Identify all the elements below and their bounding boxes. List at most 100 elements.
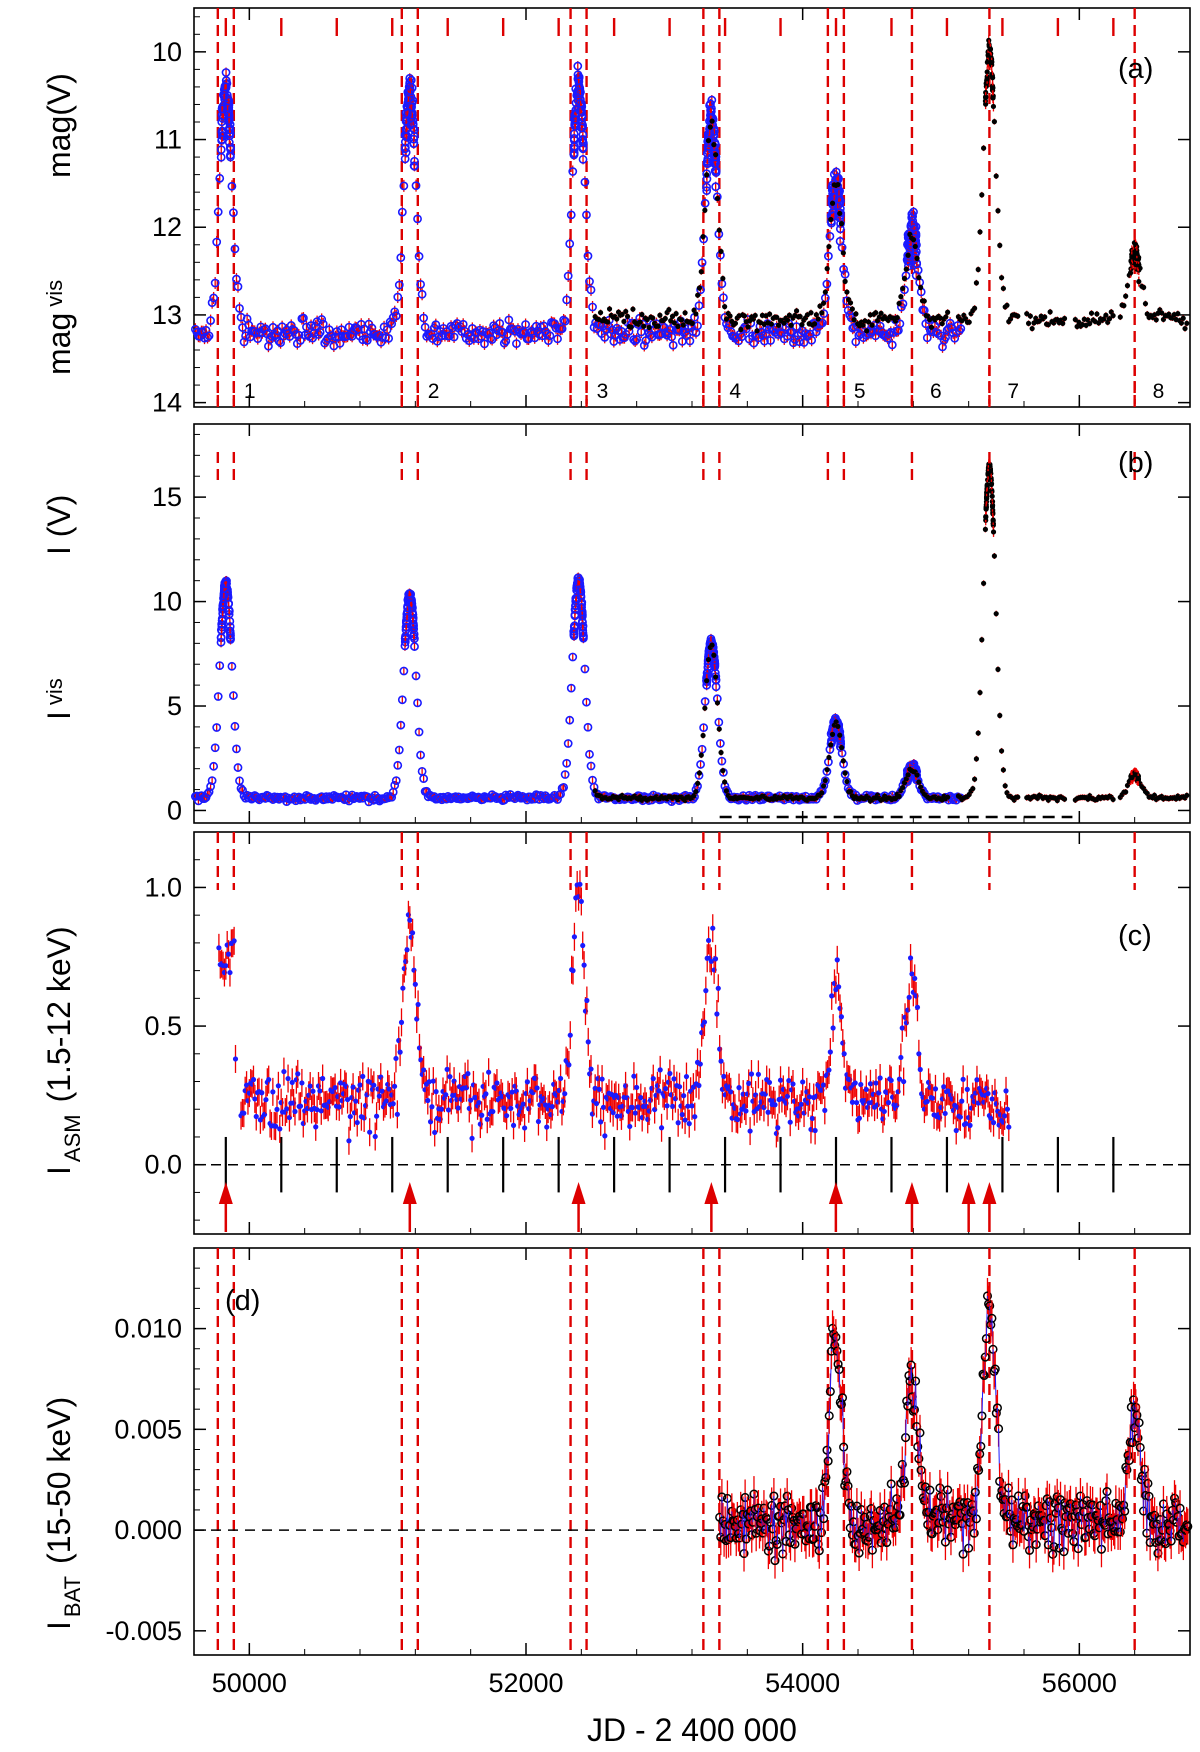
data-point [693,311,698,316]
data-point [843,279,848,284]
data-point [718,249,723,254]
data-point [722,304,727,309]
data-point [638,320,643,325]
data-point [666,307,671,312]
data-point [1042,314,1047,319]
data-point [675,324,680,329]
data-point [598,310,603,315]
data-point [812,321,817,326]
data-point [697,285,702,290]
data-point [720,276,725,281]
data-point [898,294,903,299]
data-point [621,319,626,324]
data-point [709,119,714,124]
data-point [990,85,995,90]
data-point [821,301,826,306]
data-point [985,69,990,74]
data-point [718,750,723,755]
data-point [702,706,707,711]
data-point [623,309,628,314]
data-point [657,313,662,318]
data-point [1062,316,1067,321]
data-point [977,229,982,234]
data-point [711,653,716,658]
panel-a-ylabel-left: magvis [41,280,77,375]
data-point [629,325,634,330]
data-point [711,142,716,147]
data-point [785,318,790,323]
data-point [1182,326,1187,331]
data-point [663,316,668,321]
data-point [789,323,794,328]
data-point [839,221,844,226]
data-point [895,315,900,320]
data-point [607,306,612,311]
data-point [695,293,700,298]
data-point [717,726,722,731]
data-point [1133,262,1138,267]
data-point [745,324,750,329]
outburst-number: 8 [1153,380,1165,403]
data-point [722,779,727,784]
data-point [896,301,901,306]
data-point [713,152,718,157]
outburst-number: 1 [244,380,256,403]
data-point [625,314,630,319]
data-point [900,286,905,291]
data-point [695,781,700,786]
data-point [679,317,684,322]
outburst-number: 4 [729,380,741,403]
data-point [1181,316,1186,321]
data-point [650,315,655,320]
data-point [706,657,711,662]
data-point [991,104,996,109]
data-point [976,267,981,272]
data-point [864,328,869,333]
data-point [690,321,695,326]
data-point [984,81,989,86]
data-point [816,316,821,321]
data-point [1123,294,1128,299]
data-point [708,125,713,130]
data-point [1015,314,1020,319]
outburst-number: 7 [1007,380,1019,403]
data-point [738,327,743,332]
data-point [1141,285,1146,290]
panel-a-tag: (a) [1118,53,1153,85]
panel-a-marks [192,8,1190,407]
data-point [997,243,1002,248]
data-point [904,267,909,272]
data-point [641,324,646,329]
data-point [922,298,927,303]
data-point [918,285,923,290]
data-point [1143,301,1148,306]
data-point [1089,311,1094,316]
data-point [1026,321,1031,326]
data-point [995,208,1000,213]
data-point [769,321,774,326]
data-point [1060,321,1065,326]
outburst-number: 2 [428,380,440,403]
data-point [1133,242,1138,247]
data-point [983,95,988,100]
data-point [853,311,858,316]
data-point [1154,317,1159,322]
y-tick-label: 10 [152,37,182,67]
data-point [916,275,921,280]
data-point [994,173,999,178]
data-point [1125,283,1130,288]
data-point [1118,314,1123,319]
data-point [835,182,840,187]
data-point [753,313,758,318]
data-point [715,700,720,705]
data-point [828,217,833,222]
data-point [972,306,977,311]
data-point [826,244,831,249]
data-point [1184,321,1189,326]
outburst-number: 6 [930,380,942,403]
data-point [902,276,907,281]
data-point [837,211,842,216]
data-point [1048,309,1053,314]
data-point [870,323,875,328]
